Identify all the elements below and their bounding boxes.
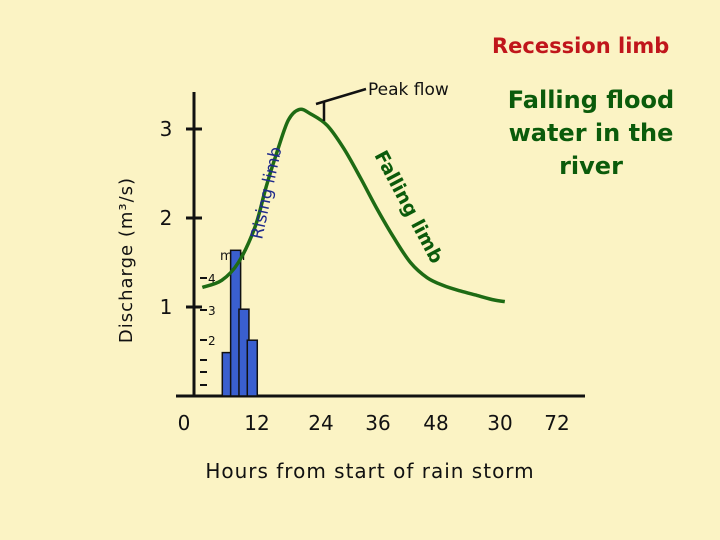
y-axis-label: Discharge (m³/s) <box>116 177 137 343</box>
x-tick-label: 72 <box>544 411 569 435</box>
rainfall-scale: 2 3 4 <box>200 272 216 386</box>
rain-tick-label: 2 <box>208 334 216 348</box>
x-ticks: 0 12 24 36 48 30 72 <box>178 411 570 435</box>
peak-pointer-line <box>315 87 367 106</box>
rainfall-bars <box>221 249 259 397</box>
falling-flood-line-1: Falling flood <box>508 86 674 114</box>
y-tick-label: 1 <box>160 295 173 319</box>
x-tick-label: 48 <box>423 411 448 435</box>
peak-flow-label: Peak flow <box>368 80 449 100</box>
y-ticks: 1 2 3 <box>160 117 202 319</box>
x-tick-label: 0 <box>178 411 191 435</box>
x-tick-label: 30 <box>487 411 512 435</box>
chart-title: Recession limb <box>492 34 669 58</box>
rainfall-bar <box>246 339 259 397</box>
falling-limb-label: Falling limb <box>370 147 448 267</box>
hydrograph-curve <box>201 107 506 304</box>
rain-tick-label: 3 <box>208 304 216 318</box>
x-axis-label: Hours from start of rain storm <box>205 459 534 483</box>
x-tick-label: 24 <box>308 411 333 435</box>
y-tick-label: 2 <box>160 206 173 230</box>
rain-tick-label: 4 <box>208 272 216 286</box>
x-tick-label: 36 <box>365 411 390 435</box>
rising-limb-label: Rising limb <box>247 145 286 241</box>
x-tick-label: 12 <box>244 411 269 435</box>
y-tick-label: 3 <box>160 117 173 141</box>
falling-flood-line-3: river <box>559 152 623 180</box>
falling-flood-note: Falling flood water in the river <box>508 86 674 180</box>
falling-flood-line-2: water in the <box>509 119 674 147</box>
